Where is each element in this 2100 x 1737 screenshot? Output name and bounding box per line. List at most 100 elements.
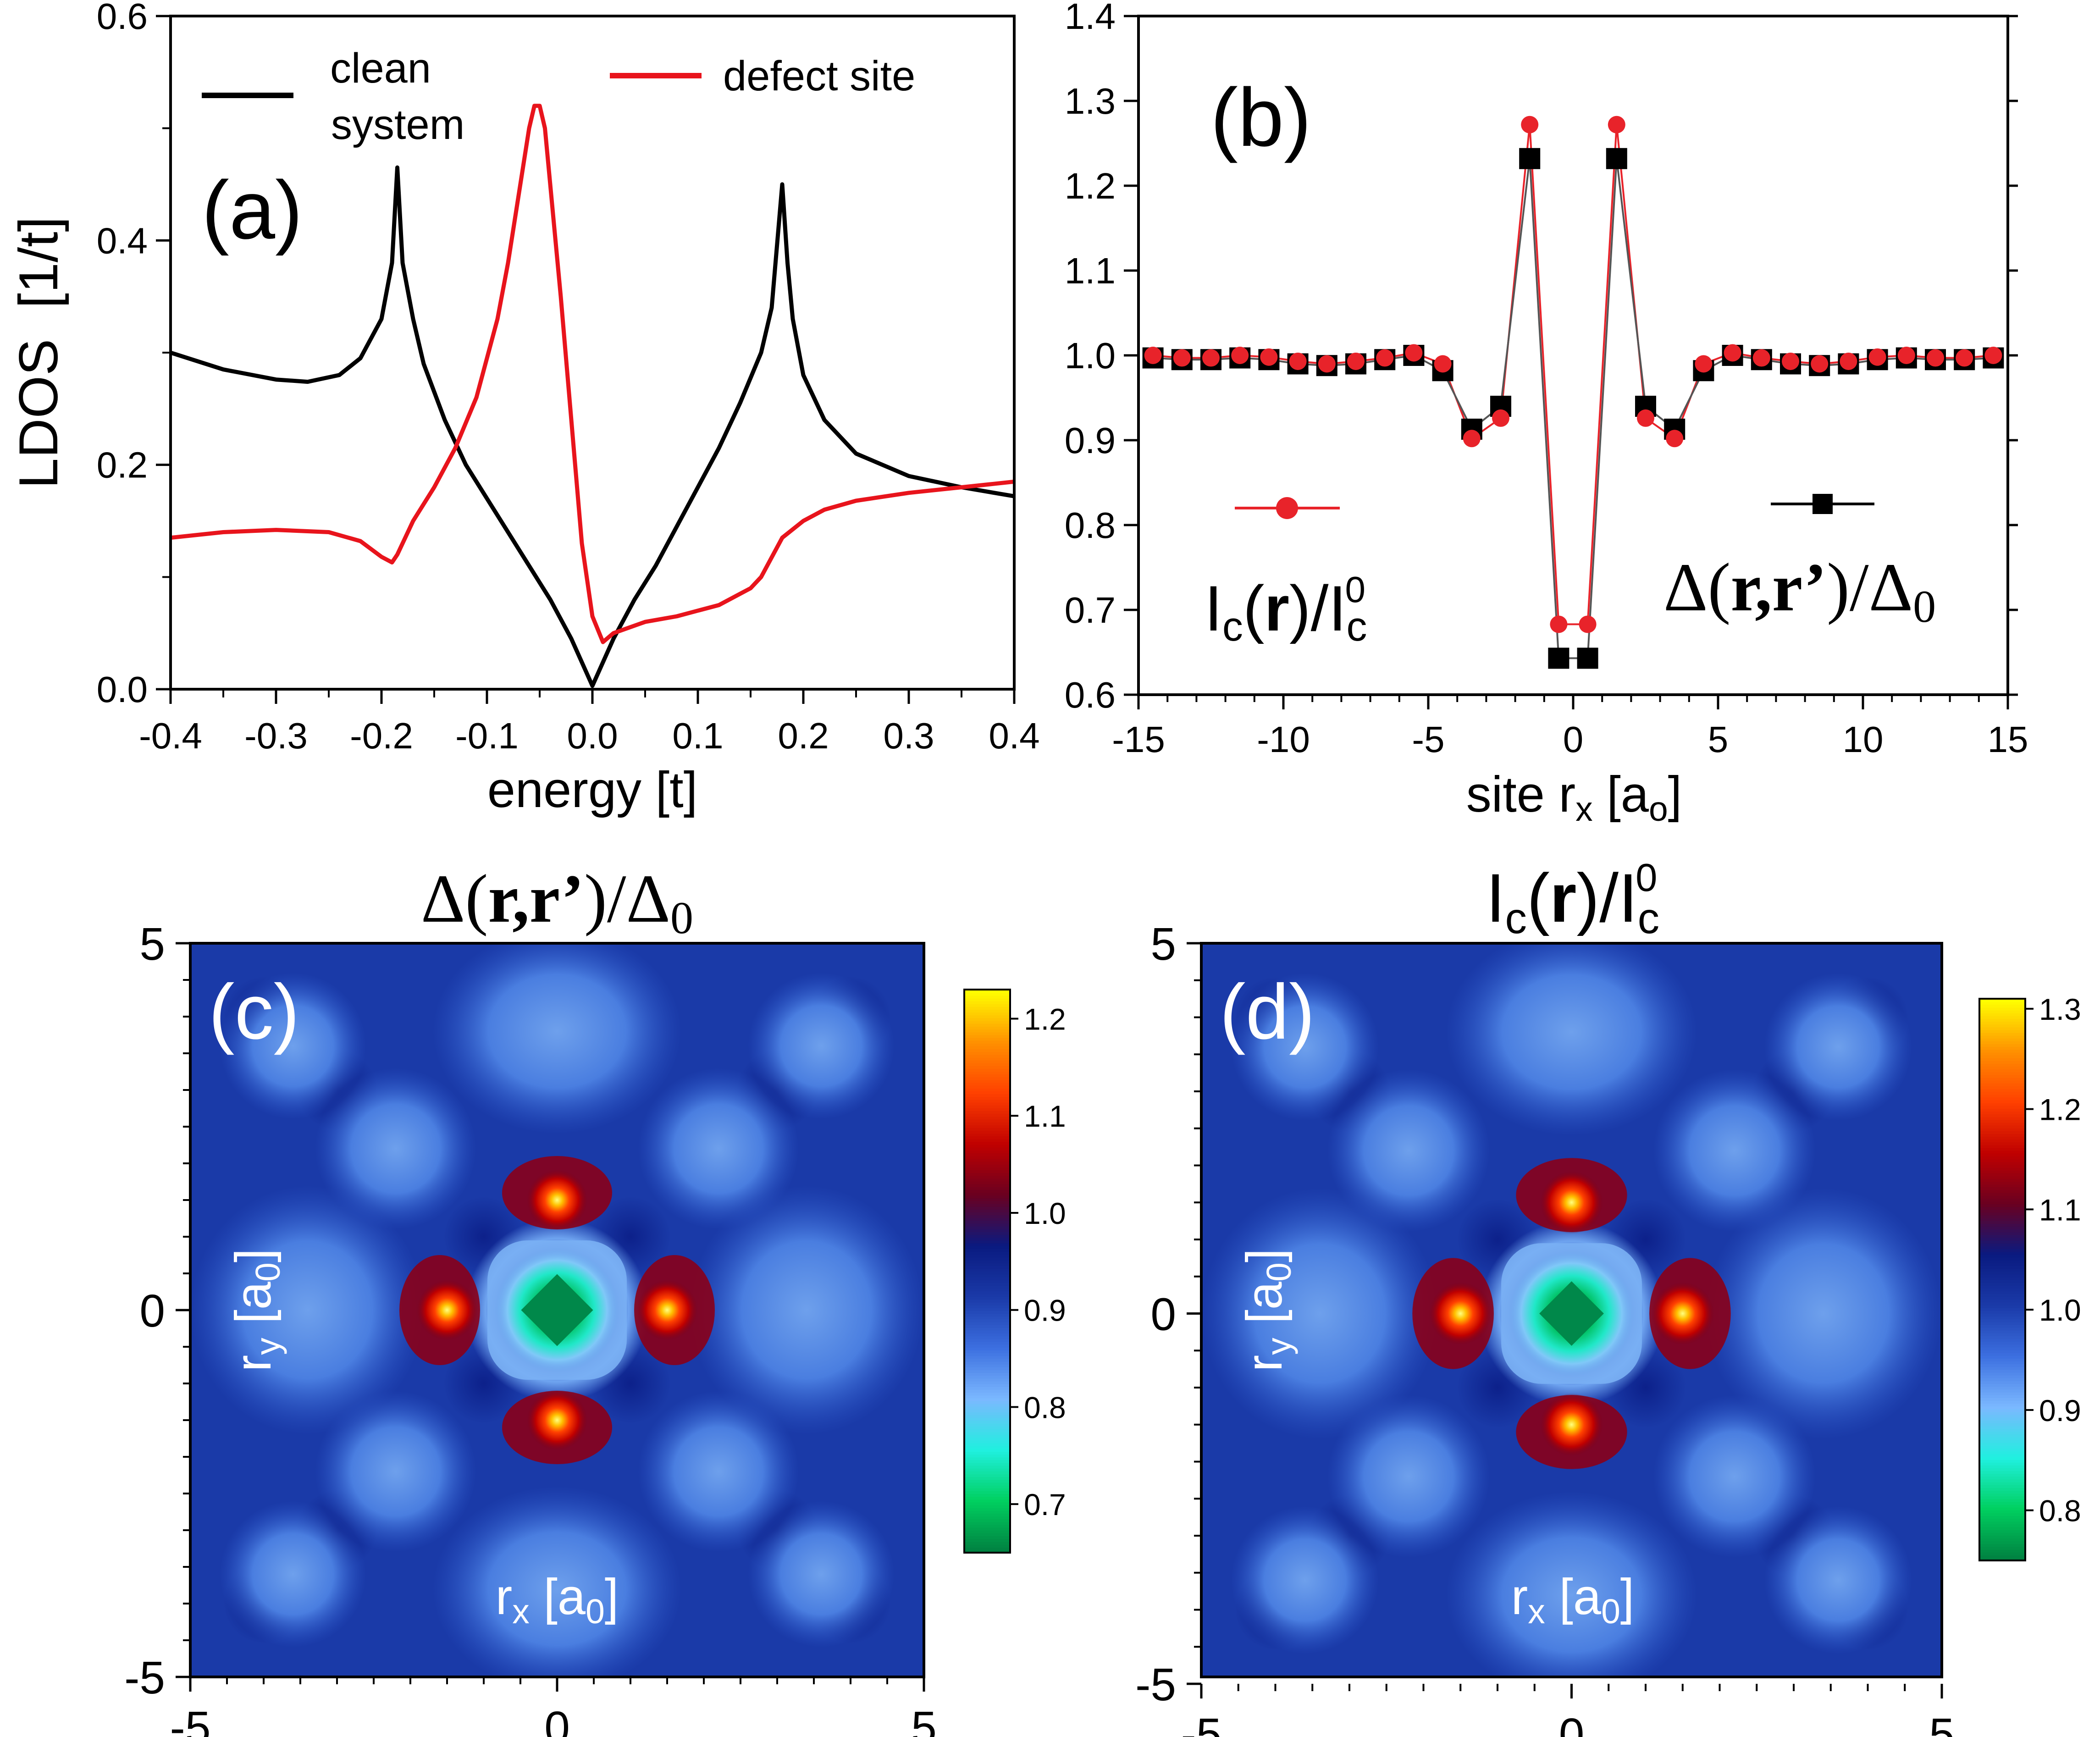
- colorbar-segment: [964, 1471, 1010, 1475]
- colorbar-segment: [964, 1395, 1010, 1399]
- colorbar-segment: [1979, 1372, 2025, 1376]
- panel-d-ic-map: -5 0 5 -5 0 5 (d) Ic(r)/Ic0 rx [a0] ry [a0] 0…: [1135, 856, 2081, 1737]
- colorbar-segment: [964, 1474, 1010, 1477]
- colorbar-segment: [964, 1496, 1010, 1500]
- map-ytick-label: 0: [139, 1285, 165, 1337]
- ic-ratio-point: [1173, 349, 1191, 367]
- panel-b-ticks: -15 -10 -5 0 5 10 15 0.6 0.7 0.8 0.9 1.0 1.1 1.2 1.3 1.…: [1065, 0, 2028, 760]
- colorbar-segment: [1979, 1361, 2025, 1365]
- colorbar-segment: [964, 1541, 1010, 1545]
- colorbar-segment: [964, 1127, 1010, 1131]
- colorbar-segment: [964, 1251, 1010, 1255]
- colorbar-segment: [1979, 1516, 2025, 1519]
- panel-b-xtick-label: 5: [1708, 719, 1729, 760]
- map-peak: [1540, 1171, 1603, 1234]
- colorbar-segment: [1979, 1271, 2025, 1275]
- map-lobe: [315, 1391, 476, 1552]
- colorbar-segment: [964, 1223, 1010, 1227]
- clean-system-line: [171, 165, 1014, 688]
- colorbar-segment: [1979, 1097, 2025, 1101]
- panel-d-yaxis-label: ry [a0]: [1236, 1249, 1298, 1372]
- colorbar-segment: [964, 1440, 1010, 1444]
- colorbar-segment: [1979, 1105, 2025, 1109]
- colorbar-segment: [1979, 1296, 2025, 1300]
- colorbar-segment: [1979, 1377, 2025, 1381]
- map-lobe: [1231, 1506, 1379, 1654]
- colorbar-segment: [964, 1307, 1010, 1311]
- map-xtick-label: 5: [911, 1702, 937, 1737]
- map-lobe: [1327, 1069, 1490, 1232]
- colorbar-segment: [1979, 1302, 2025, 1306]
- ic-ratio-point: [1463, 430, 1481, 448]
- ic-ratio-point: [1434, 355, 1452, 373]
- map-lobe: [689, 1185, 924, 1435]
- colorbar-segment: [964, 1116, 1010, 1120]
- colorbar-segment: [964, 1054, 1010, 1058]
- colorbar-segment: [964, 1299, 1010, 1303]
- panel-a-xtick-label: -0.2: [350, 715, 413, 756]
- colorbar-segment: [1979, 1167, 2025, 1171]
- colorbar-segment: [1979, 1347, 2025, 1350]
- colorbar-segment: [1979, 1350, 2025, 1353]
- colorbar-segment: [964, 1240, 1010, 1244]
- colorbar-segment: [964, 1074, 1010, 1078]
- colorbar-segment: [964, 1479, 1010, 1483]
- legend-delta-marker: [1813, 494, 1833, 514]
- colorbar-segment: [1979, 1310, 2025, 1314]
- panel-b-xtick-label: 15: [1988, 719, 2028, 760]
- ic-ratio-point: [1666, 430, 1684, 448]
- colorbar-segment: [964, 1448, 1010, 1452]
- colorbar-segment: [964, 1068, 1010, 1072]
- map-peak: [416, 1279, 478, 1341]
- map-lobe: [1446, 943, 1697, 1136]
- colorbar-segment: [1979, 1085, 2025, 1089]
- map-lobe: [638, 1068, 799, 1229]
- colorbar-segment: [1979, 1001, 2025, 1005]
- colorbar-segment: [964, 1192, 1010, 1196]
- legend-ic-label: Ic(r)/Ic0: [1205, 569, 1367, 650]
- colorbar-segment: [1979, 1510, 2025, 1513]
- colorbar-segment: [964, 1234, 1010, 1238]
- panel-d-xaxis-label: rx [a0]: [1511, 1569, 1635, 1631]
- colorbar-segment: [964, 1102, 1010, 1106]
- panel-b-xtick-label: -5: [1412, 719, 1444, 760]
- colorbar-tick-label: 1.0: [2039, 1293, 2081, 1327]
- colorbar-segment: [1979, 1139, 2025, 1143]
- colorbar-segment: [964, 1071, 1010, 1075]
- colorbar-segment: [964, 1034, 1010, 1038]
- map-lobe: [432, 943, 682, 1134]
- colorbar-segment: [1979, 1428, 2025, 1432]
- colorbar-segment: [964, 1457, 1010, 1460]
- panel-b-site-profile: -15 -10 -5 0 5 10 15 0.6 0.7 0.8 0.9 1.0 1.1 1.2 1.3 1.…: [1065, 0, 2028, 828]
- colorbar-segment: [964, 1124, 1010, 1128]
- colorbar-segment: [964, 995, 1010, 999]
- colorbar-segment: [964, 1294, 1010, 1297]
- colorbar-segment: [964, 1282, 1010, 1286]
- colorbar-segment: [1979, 1409, 2025, 1412]
- colorbar-d: 0.8 0.9 1.0 1.1 1.2 1.3: [1978, 992, 2081, 1561]
- ic-ratio-point: [1897, 347, 1915, 364]
- colorbar-segment: [1979, 1392, 2025, 1395]
- map-peak: [526, 1389, 588, 1451]
- colorbar-segment: [964, 1232, 1010, 1235]
- colorbar-segment: [1979, 1319, 2025, 1322]
- panel-d-label: (d): [1220, 968, 1315, 1056]
- colorbar-segment: [964, 1178, 1010, 1182]
- colorbar-segment: [1979, 1015, 2025, 1019]
- legend-clean-text-2: system: [331, 101, 464, 148]
- colorbar-segment: [1979, 1352, 2025, 1356]
- panel-c-label: (c): [209, 968, 299, 1056]
- colorbar-segment: [1979, 1535, 2025, 1538]
- colorbar-segment: [964, 1209, 1010, 1213]
- map-peak: [1651, 1282, 1714, 1345]
- colorbar-tick-label: 1.1: [2039, 1193, 2081, 1227]
- colorbar-segment: [964, 1305, 1010, 1308]
- colorbar-segment: [1979, 1044, 2025, 1047]
- colorbar-segment: [964, 1023, 1010, 1027]
- colorbar-segment: [964, 1279, 1010, 1283]
- colorbar-segment: [1979, 1358, 2025, 1362]
- colorbar-segment: [1979, 1032, 2025, 1036]
- map-lobe: [748, 973, 895, 1119]
- colorbar-segment: [964, 1245, 1010, 1249]
- colorbar-segment: [1979, 1294, 2025, 1297]
